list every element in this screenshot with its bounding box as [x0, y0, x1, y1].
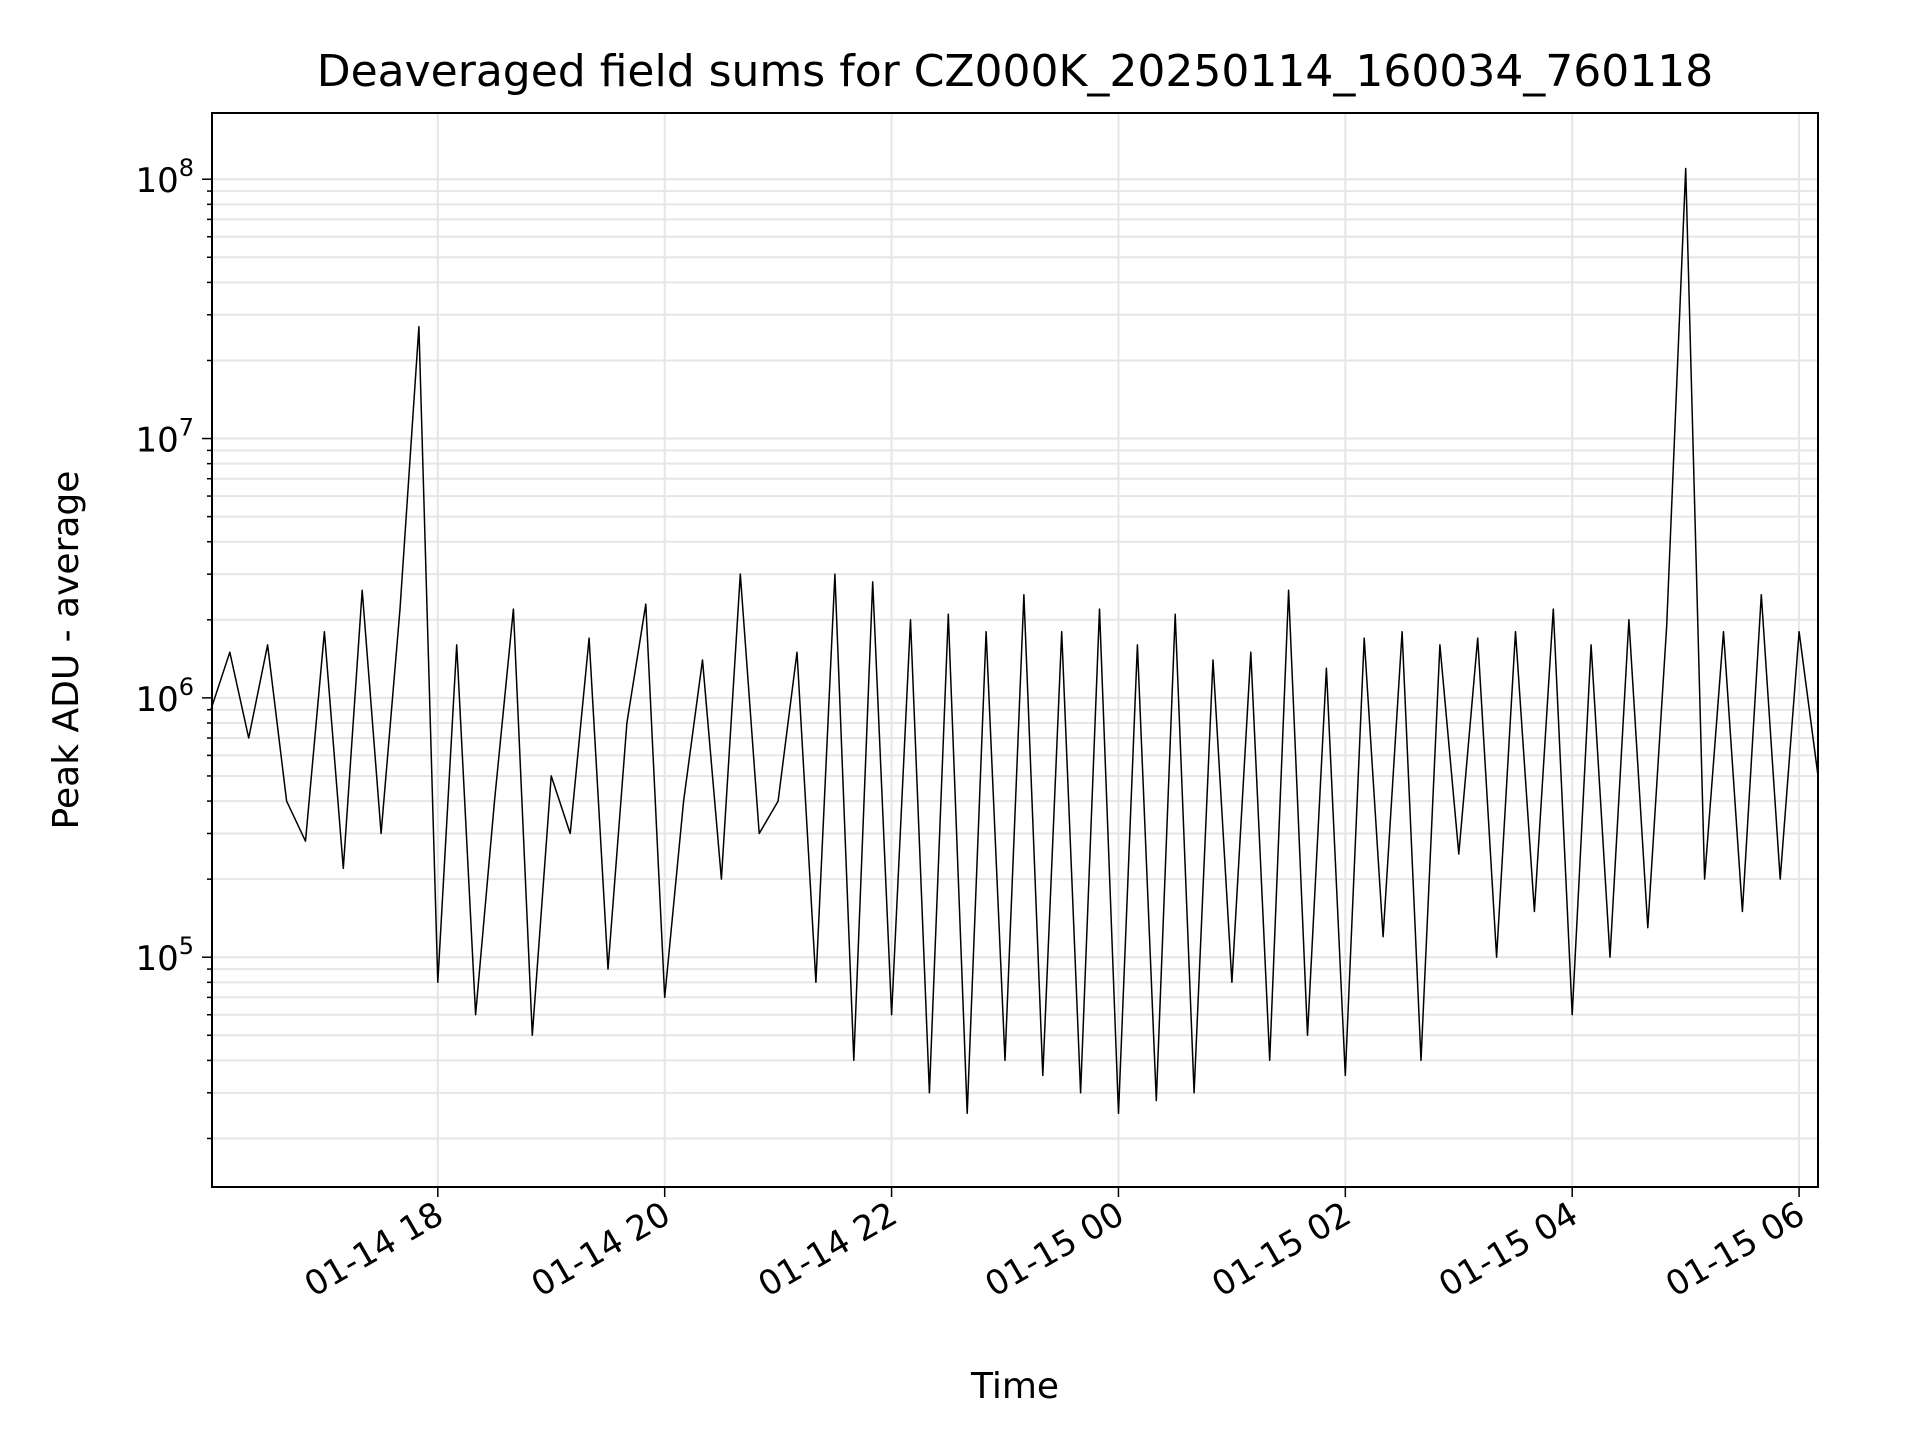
- y-axis-label: Peak ADU - average: [46, 471, 87, 830]
- chart-title: Deaveraged field sums for CZ000K_2025011…: [317, 46, 1714, 97]
- plot-area-frame: [211, 112, 1819, 1188]
- x-axis-label: Time: [970, 1366, 1059, 1407]
- y-tick-label: 105: [135, 932, 194, 979]
- y-tick-label: 108: [135, 154, 194, 201]
- y-tick-label: 106: [135, 673, 194, 720]
- y-tick-label: 107: [135, 414, 194, 461]
- series-layer: [210, 167, 1819, 1115]
- y-axis-ticks: 105 106 107 108: [135, 154, 212, 1140]
- series-line: [210, 167, 1819, 1115]
